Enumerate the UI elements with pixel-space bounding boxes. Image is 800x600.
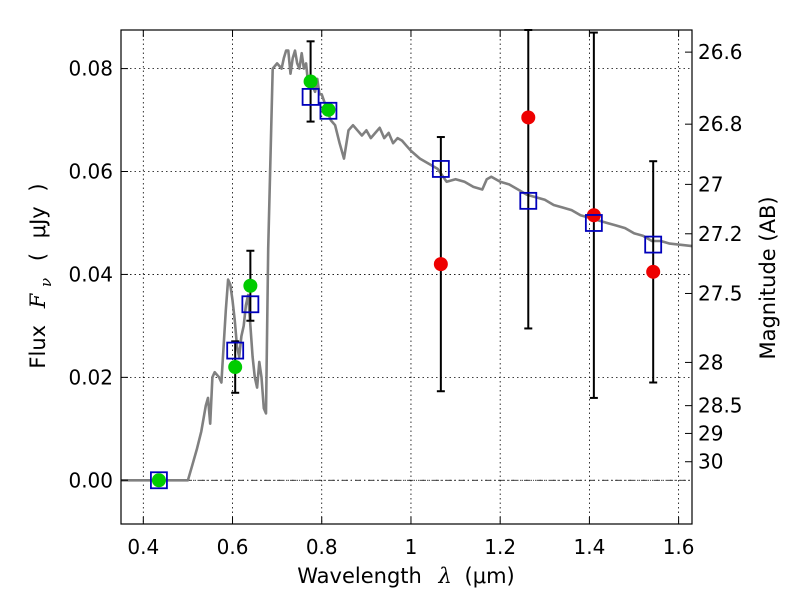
y-axis-label-symbol: F — [26, 292, 50, 309]
x-tick-label: 1.6 — [663, 535, 695, 559]
model-band-square — [301, 87, 320, 106]
model-band-square — [319, 101, 338, 120]
axis-ticks-layer: 0.4 0.6 0.8 1 1.2 1.4 1.6 0.00 0.02 0.04 0.06 0.08 2… — [68, 30, 743, 559]
magnitude-tick-label: 30 — [698, 450, 723, 474]
x-axis-label: Wavelength λ (μm) — [297, 564, 514, 588]
magnitude-tick-label: 28 — [698, 350, 723, 374]
magnitude-tick-label: 28.5 — [698, 394, 743, 418]
data-point-circle — [303, 74, 318, 89]
model-band-square — [241, 295, 260, 314]
data-point-circle — [151, 473, 166, 488]
x-tick-label: 0.6 — [217, 535, 249, 559]
y-tick-label: 0.06 — [68, 160, 113, 184]
y-axis-label: Flux F ν ( μJy ) — [26, 183, 56, 368]
model-band-square — [584, 214, 603, 232]
data-point-circle — [521, 110, 536, 125]
model-band-square — [150, 471, 168, 490]
y-tick-label: 0.08 — [68, 57, 113, 81]
x-axis-label-symbol: λ — [438, 564, 452, 588]
data-point-circle — [228, 360, 243, 375]
magnitude-tick-label: 26.6 — [698, 40, 743, 64]
y-axis-label-subscript: ν — [37, 278, 55, 287]
data-point-circle — [433, 257, 448, 272]
x-axis-label-text: Wavelength — [297, 564, 422, 588]
magnitude-axis-label: Magnitude (AB) — [756, 196, 780, 359]
data-markers-layer — [150, 74, 663, 490]
magnitude-tick-label: 27.2 — [698, 222, 743, 246]
model-band-square — [431, 160, 450, 178]
data-point-circle — [646, 264, 661, 279]
model-band-square — [226, 341, 245, 360]
plot-frame — [120, 29, 693, 525]
y-axis-label-unit: μJy — [26, 206, 50, 238]
y-axis-label-close-paren: ) — [26, 183, 50, 191]
y-tick-label: 0.02 — [68, 365, 113, 389]
data-point-circle — [321, 102, 336, 117]
data-point-circle — [243, 278, 258, 293]
magnitude-tick-label: 29 — [698, 421, 723, 445]
y-axis-label-text: Flux — [26, 325, 50, 369]
magnitude-tick-label: 27 — [698, 172, 723, 196]
y-tick-label: 0.04 — [68, 262, 113, 286]
x-axis-label-unit: (μm) — [465, 564, 515, 588]
y-tick-label: 0.00 — [68, 468, 113, 492]
x-tick-label: 1.2 — [484, 535, 516, 559]
model-sed-layer — [121, 49, 693, 482]
x-tick-label: 0.4 — [127, 535, 159, 559]
model-sed-line — [121, 49, 693, 482]
x-tick-label: 0.8 — [306, 535, 338, 559]
x-tick-label: 1 — [405, 535, 418, 559]
model-band-square — [519, 191, 538, 210]
y-axis-label-open-paren: ( — [26, 253, 50, 261]
model-band-square — [644, 235, 663, 254]
magnitude-tick-label: 27.5 — [698, 281, 743, 305]
grid-lines — [121, 30, 692, 524]
x-tick-label: 1.4 — [573, 535, 605, 559]
magnitude-tick-label: 26.8 — [698, 112, 743, 136]
